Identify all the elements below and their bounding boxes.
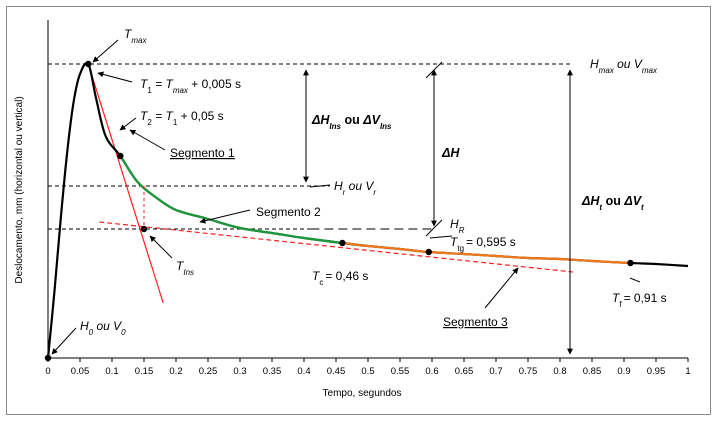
x-tick-label: 0.45 — [327, 366, 346, 377]
reference-lines — [48, 63, 573, 230]
x-tick-label: 0.75 — [519, 366, 538, 377]
hR-label: HR — [450, 217, 465, 235]
ttg-pointer — [429, 235, 453, 239]
x-tick-label: 0.7 — [489, 366, 502, 377]
x-tick-label: 0.65 — [455, 366, 474, 377]
key-point — [44, 354, 52, 362]
tins-label: TIns — [176, 259, 194, 277]
tc-label: Tc = 0,46 s — [312, 269, 368, 287]
x-tick-label: 0.4 — [297, 366, 310, 377]
dh-arrow-slash-bottom — [425, 219, 443, 237]
x-tick-label: 0.15 — [135, 366, 154, 377]
chart-frame — [6, 6, 711, 415]
highlight-segments — [119, 155, 631, 265]
t1-pointer — [97, 71, 133, 83]
tangent-line — [99, 221, 573, 273]
x-tick-label: 0 — [45, 366, 50, 377]
h0-pointer — [51, 327, 77, 355]
hmax-label: Hmax ou Vmax — [590, 57, 658, 75]
x-tick-label: 0.55 — [391, 366, 410, 377]
x-tick-label: 0.8 — [553, 366, 566, 377]
seg3-pointer — [484, 267, 519, 309]
tmax-pointer — [92, 39, 119, 63]
t1-label: T1 = Tmax + 0,005 s — [140, 77, 241, 95]
ttg-label: Ttg = 0,595 s — [450, 235, 516, 253]
x-tick-label: 0.25 — [199, 366, 218, 377]
key-point — [117, 152, 124, 160]
tf-pointer — [629, 277, 641, 283]
x-tick-label: 0.85 — [583, 366, 602, 377]
hr-label: Hr ou Vr — [334, 179, 376, 197]
key-points — [44, 60, 634, 362]
dh-ins-label: ΔHIns ou ΔVIns — [311, 113, 392, 131]
seg2-pointer — [199, 209, 251, 224]
x-tick-label: 0.9 — [617, 366, 630, 377]
tf-label: Tf = 0,91 s — [612, 291, 667, 309]
dht-label: ΔHt ou ΔVt — [581, 194, 644, 212]
h0-label: H0 ou V0 — [80, 319, 126, 337]
x-tick-label: 0.3 — [233, 366, 246, 377]
key-point — [425, 248, 432, 256]
tangent-line — [87, 63, 164, 304]
dh-label: ΔH — [441, 146, 460, 160]
x-tick-label: 0.95 — [647, 366, 666, 377]
key-point — [85, 60, 92, 68]
annotation-arrows — [51, 39, 641, 355]
segment-1-label: Segmento 1 — [170, 146, 235, 160]
y-axis-label-group: Deslocamento, mm (horizontal ou vertical… — [14, 96, 25, 283]
x-tick-label: 0.6 — [425, 366, 438, 377]
x-tick-label: 0.5 — [361, 366, 374, 377]
annotations: Tmax T1 = Tmax + 0,005 s T2 = T1 + 0,05 … — [80, 27, 667, 337]
x-tick-label: 0.35 — [263, 366, 282, 377]
tangent-lines — [87, 63, 573, 304]
x-axis-label: Tempo, segundos — [323, 388, 402, 399]
seg1-pointer — [129, 129, 166, 151]
dh-arrow-slash-top — [425, 61, 443, 79]
segment-3-label: Segmento 3 — [443, 315, 508, 329]
highlight-segment — [119, 155, 343, 245]
tmax-label: Tmax — [124, 27, 147, 45]
tins-pointer — [149, 235, 173, 259]
segment-2-label: Segmento 2 — [256, 205, 321, 219]
key-point — [339, 239, 346, 247]
t2-label: T2 = T1 + 0,05 s — [140, 109, 224, 127]
y-axis-label: Deslocamento, mm (horizontal ou vertical… — [14, 96, 25, 283]
x-tick-label: 0.1 — [105, 366, 118, 377]
t2-pointer — [119, 117, 137, 131]
hr-pointer — [309, 184, 331, 188]
x-ticks: 0 0.05 0.1 0.15 0.2 0.25 0.3 0.35 0.4 0.45 0.5 0.55… — [45, 358, 691, 377]
x-tick-label: 1 — [685, 366, 690, 377]
x-tick-label: 0.05 — [71, 366, 90, 377]
key-point — [627, 259, 634, 267]
x-tick-label: 0.2 — [169, 366, 182, 377]
highlight-segment — [342, 241, 631, 265]
